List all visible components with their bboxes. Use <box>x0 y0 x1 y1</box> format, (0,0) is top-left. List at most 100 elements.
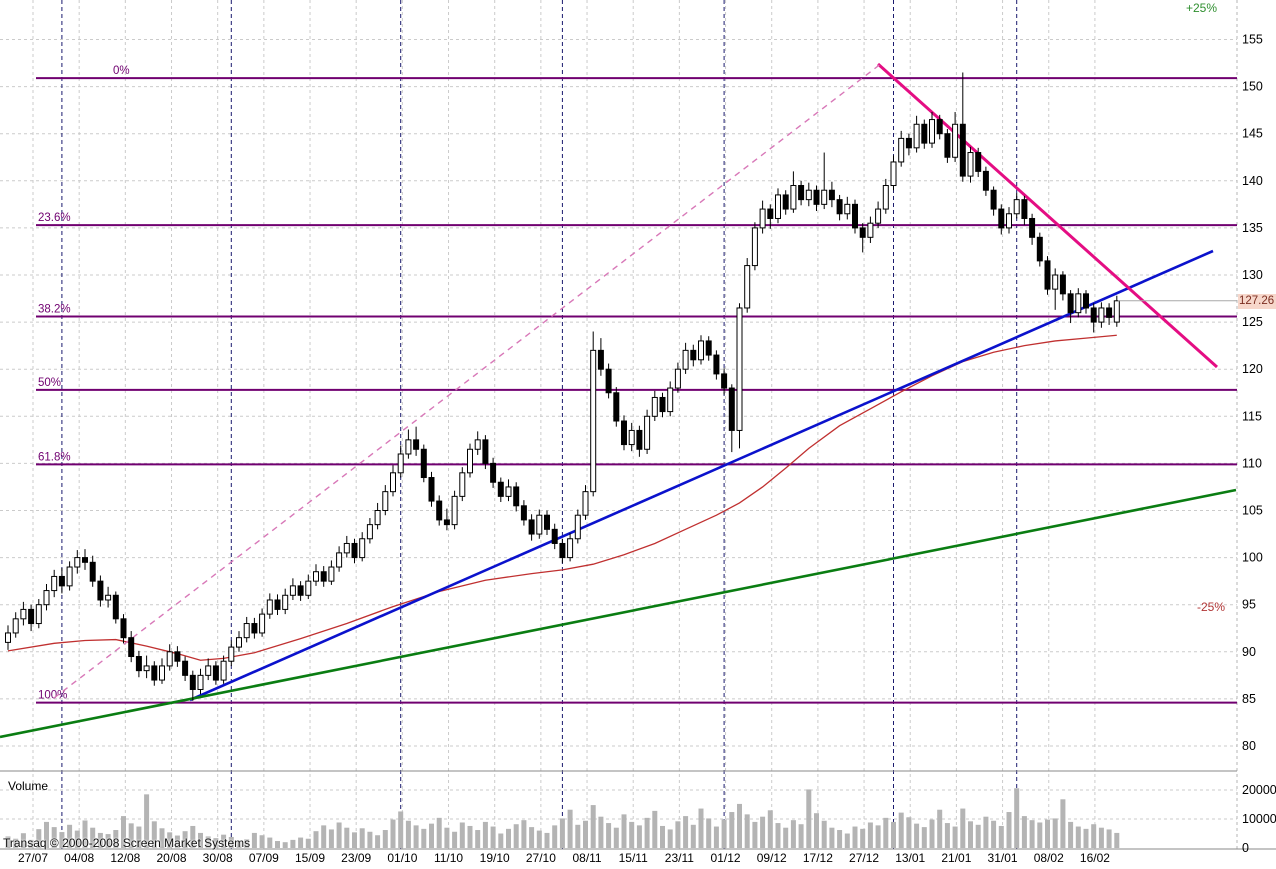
candle[interactable] <box>1106 307 1113 318</box>
candle[interactable] <box>952 123 959 158</box>
candle[interactable] <box>520 505 527 521</box>
candle[interactable] <box>282 594 289 610</box>
candle[interactable] <box>420 448 427 479</box>
candle[interactable] <box>551 528 558 544</box>
candle[interactable] <box>505 486 512 497</box>
candle[interactable] <box>12 618 19 634</box>
candle[interactable] <box>982 170 989 191</box>
candle[interactable] <box>51 575 58 592</box>
candle[interactable] <box>413 439 420 450</box>
candle[interactable] <box>905 137 912 149</box>
candle[interactable] <box>828 189 835 201</box>
candle[interactable] <box>736 307 743 431</box>
candle[interactable] <box>605 368 612 394</box>
candle[interactable] <box>251 623 258 634</box>
candle[interactable] <box>1083 293 1089 309</box>
candle[interactable] <box>243 623 250 639</box>
candle[interactable] <box>97 580 104 601</box>
candle[interactable] <box>228 646 235 662</box>
candle[interactable] <box>621 420 627 446</box>
candle[interactable] <box>490 462 497 483</box>
candle[interactable] <box>728 387 735 431</box>
candle[interactable] <box>28 608 35 625</box>
candle[interactable] <box>536 514 543 535</box>
candle[interactable] <box>112 594 119 620</box>
candle[interactable] <box>1113 300 1120 323</box>
candle[interactable] <box>1059 274 1066 295</box>
candle[interactable] <box>567 538 574 559</box>
candle[interactable] <box>1067 293 1074 314</box>
candle[interactable] <box>266 599 273 615</box>
candle[interactable] <box>713 354 720 375</box>
candle[interactable] <box>913 123 920 149</box>
candle[interactable] <box>890 161 897 187</box>
candle[interactable] <box>1021 199 1028 219</box>
long-term-support-line[interactable] <box>0 488 1237 739</box>
candle[interactable] <box>497 481 504 497</box>
candle[interactable] <box>821 189 828 205</box>
candle[interactable] <box>151 665 158 681</box>
candle[interactable] <box>74 557 81 568</box>
candle[interactable] <box>359 538 366 559</box>
candle[interactable] <box>844 203 851 215</box>
candle[interactable] <box>574 514 581 540</box>
candle[interactable] <box>289 585 296 596</box>
candle[interactable] <box>582 491 589 516</box>
candle[interactable] <box>798 185 805 201</box>
candle[interactable] <box>967 152 974 177</box>
candle[interactable] <box>1013 199 1020 215</box>
candle[interactable] <box>898 137 905 163</box>
candle[interactable] <box>959 123 966 177</box>
candle[interactable] <box>397 453 404 474</box>
candle[interactable] <box>1090 307 1097 323</box>
candle[interactable] <box>813 189 820 205</box>
candle[interactable] <box>590 349 597 493</box>
candle[interactable] <box>790 185 797 210</box>
candle[interactable] <box>628 429 635 446</box>
candle[interactable] <box>759 208 766 229</box>
candle[interactable] <box>20 608 27 620</box>
candle[interactable] <box>128 637 135 658</box>
candle[interactable] <box>559 542 566 559</box>
candle[interactable] <box>135 656 142 672</box>
candle[interactable] <box>528 519 535 535</box>
candle[interactable] <box>305 580 312 596</box>
candle[interactable] <box>1029 217 1036 238</box>
candle[interactable] <box>436 500 443 521</box>
candle[interactable] <box>782 194 789 210</box>
candle[interactable] <box>1075 293 1082 314</box>
candle[interactable] <box>867 222 874 238</box>
candle[interactable] <box>859 227 866 238</box>
candle[interactable] <box>351 542 358 559</box>
candle[interactable] <box>382 491 389 512</box>
candle[interactable] <box>328 566 335 582</box>
candle[interactable] <box>636 429 643 450</box>
candle[interactable] <box>166 651 173 667</box>
candle[interactable] <box>767 208 774 219</box>
candle[interactable] <box>775 194 781 219</box>
candle[interactable] <box>1052 274 1059 290</box>
candle[interactable] <box>82 557 88 563</box>
candle[interactable] <box>836 199 843 215</box>
candle[interactable] <box>205 665 212 676</box>
candle[interactable] <box>1098 307 1105 323</box>
candle[interactable] <box>597 349 604 370</box>
candle[interactable] <box>43 590 50 606</box>
candle[interactable] <box>644 415 651 450</box>
candle[interactable] <box>451 495 458 526</box>
candle[interactable] <box>544 514 550 530</box>
candle[interactable] <box>882 185 889 210</box>
candle[interactable] <box>343 542 350 554</box>
candle[interactable] <box>212 665 219 681</box>
uptrend-support-line[interactable] <box>189 249 1214 702</box>
candle[interactable] <box>174 651 181 662</box>
candle[interactable] <box>651 396 658 417</box>
candle[interactable] <box>805 189 812 201</box>
candle[interactable] <box>366 524 373 540</box>
candle[interactable] <box>197 674 204 690</box>
candle[interactable] <box>698 340 704 361</box>
candle[interactable] <box>659 396 666 413</box>
candle[interactable] <box>405 439 412 455</box>
candle[interactable] <box>428 477 435 502</box>
